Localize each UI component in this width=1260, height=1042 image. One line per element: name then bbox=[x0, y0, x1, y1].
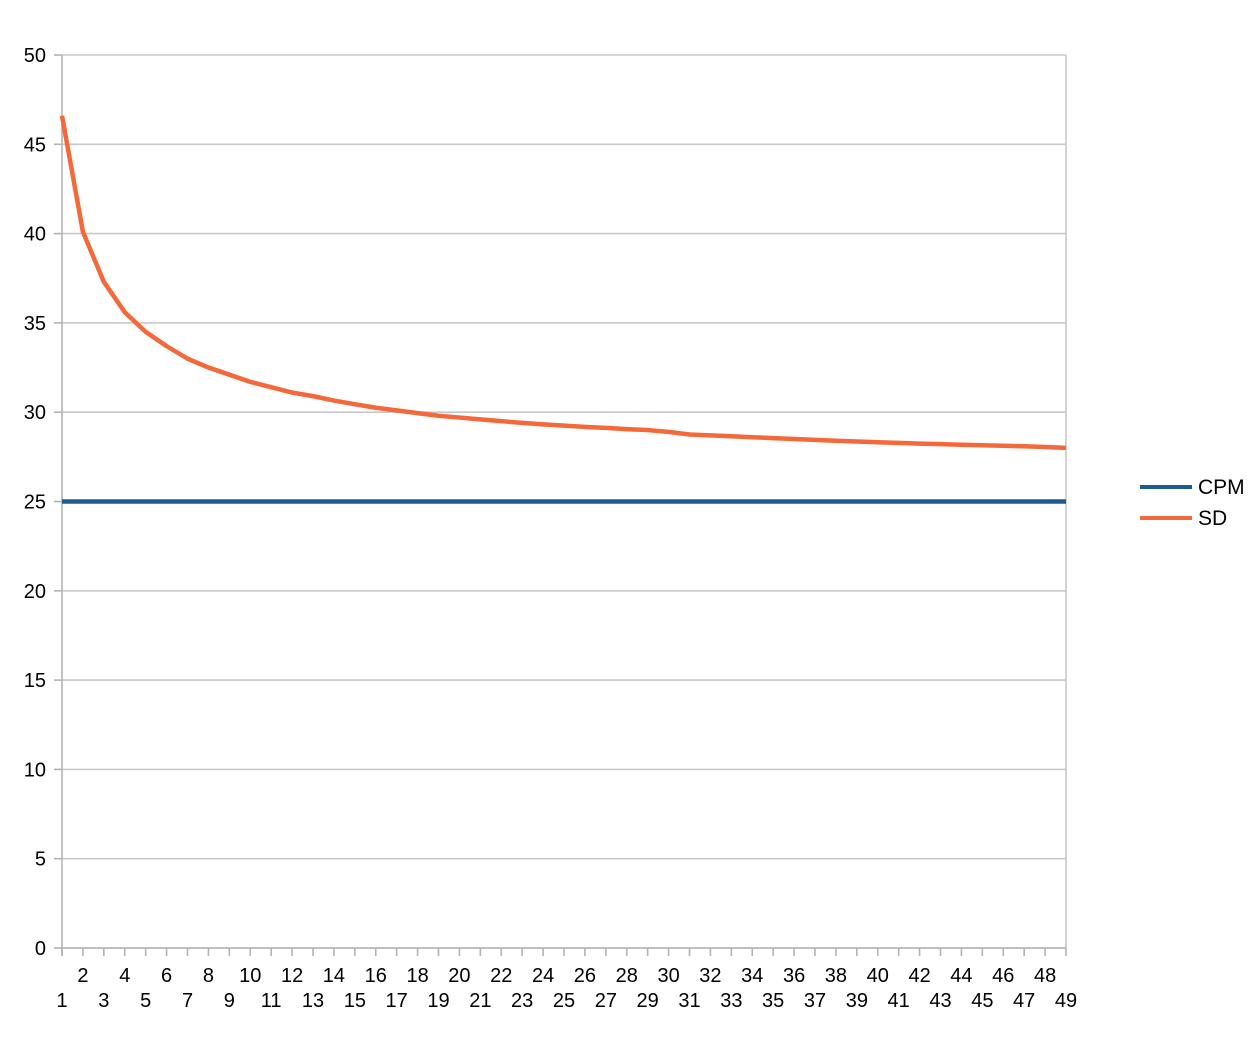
x-axis-tick-labels: 1234567891011121314151617181920212223242… bbox=[56, 965, 1077, 1012]
y-tick-label: 5 bbox=[35, 849, 46, 871]
x-tick-label: 10 bbox=[239, 965, 261, 987]
x-tick-label: 41 bbox=[888, 990, 910, 1012]
series-lines bbox=[59, 115, 1067, 504]
legend-label-cpm: CPM bbox=[1198, 476, 1245, 499]
x-tick-label: 25 bbox=[553, 990, 575, 1012]
x-tick-label: 9 bbox=[224, 990, 235, 1012]
x-tick-label: 43 bbox=[929, 990, 951, 1012]
x-tick-label: 2 bbox=[77, 965, 88, 987]
x-tick-label: 48 bbox=[1034, 965, 1056, 987]
x-tick-label: 28 bbox=[616, 965, 638, 987]
x-tick-label: 20 bbox=[448, 965, 470, 987]
x-tick-label: 30 bbox=[657, 965, 679, 987]
x-tick-label: 14 bbox=[323, 965, 345, 987]
x-tick-label: 39 bbox=[846, 990, 868, 1012]
x-tick-label: 19 bbox=[427, 990, 449, 1012]
x-tick-label: 5 bbox=[140, 990, 151, 1012]
y-tick-label: 15 bbox=[24, 670, 46, 692]
x-tick-label: 37 bbox=[804, 990, 826, 1012]
x-tick-label: 4 bbox=[119, 965, 130, 987]
x-tick-label: 17 bbox=[386, 990, 408, 1012]
x-tick-label: 23 bbox=[511, 990, 533, 1012]
x-tick-label: 27 bbox=[595, 990, 617, 1012]
x-tick-label: 22 bbox=[490, 965, 512, 987]
x-tick-label: 46 bbox=[992, 965, 1014, 987]
x-tick-label: 36 bbox=[783, 965, 805, 987]
y-tick-label: 0 bbox=[35, 938, 46, 960]
axes bbox=[54, 54, 1067, 956]
x-tick-label: 6 bbox=[161, 965, 172, 987]
y-tick-label: 10 bbox=[24, 759, 46, 781]
x-tick-label: 26 bbox=[574, 965, 596, 987]
x-tick-label: 40 bbox=[867, 965, 889, 987]
x-tick-label: 7 bbox=[182, 990, 193, 1012]
x-tick-label: 12 bbox=[281, 965, 303, 987]
x-tick-label: 44 bbox=[950, 965, 972, 987]
x-tick-label: 38 bbox=[825, 965, 847, 987]
x-tick-label: 33 bbox=[720, 990, 742, 1012]
y-tick-label: 25 bbox=[24, 492, 46, 514]
x-tick-label: 42 bbox=[908, 965, 930, 987]
x-tick-label: 13 bbox=[302, 990, 324, 1012]
legend: CPM SD bbox=[1140, 476, 1245, 530]
y-tick-label: 20 bbox=[24, 581, 46, 603]
y-tick-label: 50 bbox=[24, 45, 46, 67]
x-tick-label: 34 bbox=[741, 965, 763, 987]
x-tick-label: 8 bbox=[203, 965, 214, 987]
x-tick-label: 3 bbox=[98, 990, 109, 1012]
x-tick-label: 18 bbox=[406, 965, 428, 987]
x-tick-label: 11 bbox=[261, 990, 282, 1012]
x-tick-label: 35 bbox=[762, 990, 784, 1012]
y-axis-tick-labels: 0 5 10 15 20 25 30 35 40 45 50 bbox=[24, 45, 46, 960]
series-line-sd bbox=[59, 115, 1067, 451]
y-tick-label: 35 bbox=[24, 313, 46, 335]
x-tick-label: 29 bbox=[637, 990, 659, 1012]
x-tick-label: 47 bbox=[1013, 990, 1035, 1012]
x-tick-label: 1 bbox=[56, 990, 67, 1012]
x-tick-label: 24 bbox=[532, 965, 554, 987]
x-tick-label: 21 bbox=[469, 990, 491, 1012]
y-tick-label: 30 bbox=[24, 402, 46, 424]
legend-label-sd: SD bbox=[1198, 507, 1227, 530]
x-tick-label: 49 bbox=[1055, 990, 1077, 1012]
x-tick-label: 45 bbox=[971, 990, 993, 1012]
x-tick-label: 31 bbox=[678, 990, 700, 1012]
x-tick-label: 15 bbox=[344, 990, 366, 1012]
x-tick-label: 16 bbox=[365, 965, 387, 987]
y-tick-label: 45 bbox=[24, 134, 46, 156]
x-tick-label: 32 bbox=[699, 965, 721, 987]
y-tick-label: 40 bbox=[24, 224, 46, 246]
